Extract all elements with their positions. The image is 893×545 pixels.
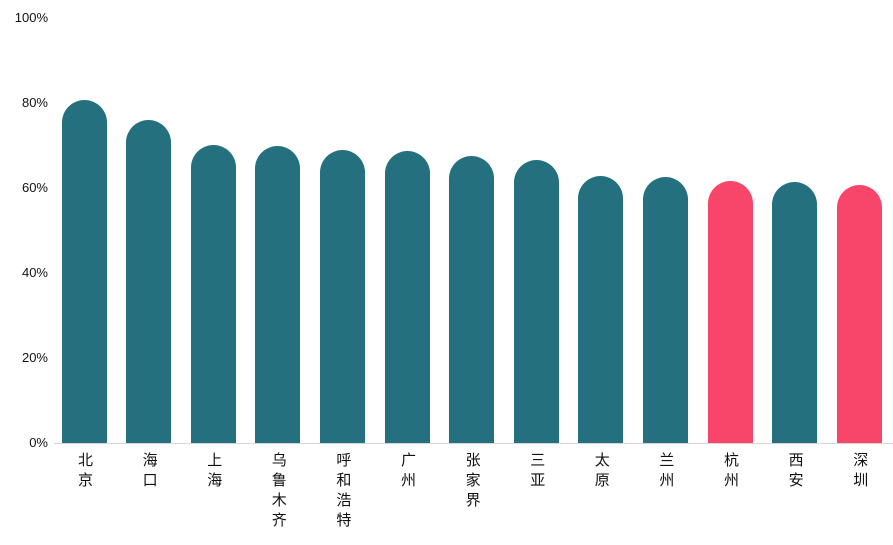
x-axis-label-兰州: 兰州 xyxy=(657,452,675,492)
bar-上海[interactable] xyxy=(190,144,236,443)
x-axis-label-乌鲁木齐: 乌鲁木齐 xyxy=(269,452,287,532)
y-axis-tick-label: 40% xyxy=(21,264,48,280)
y-axis-tick-label: 20% xyxy=(21,349,48,365)
x-axis-label-广州: 广州 xyxy=(399,452,416,492)
bar-兰州[interactable] xyxy=(642,176,688,443)
x-axis-label-呼和浩特: 呼和浩特 xyxy=(334,452,352,532)
x-axis-label-太原: 太原 xyxy=(592,452,610,492)
bar-三亚[interactable] xyxy=(513,160,559,443)
bar-西安[interactable] xyxy=(772,181,818,443)
x-axis-label-三亚: 三亚 xyxy=(528,452,546,492)
y-axis-tick-label: 60% xyxy=(21,179,48,195)
x-axis-label-深圳: 深圳 xyxy=(851,452,869,492)
bar-太原[interactable] xyxy=(578,175,624,443)
x-axis-label-海口: 海口 xyxy=(140,452,158,492)
x-axis-label-北京: 北京 xyxy=(76,452,93,492)
y-axis-tick-label: 80% xyxy=(21,94,48,110)
bar-张家界[interactable] xyxy=(449,155,495,443)
x-axis-line xyxy=(54,443,893,444)
y-axis-tick-label: 0% xyxy=(29,435,48,450)
bar-海口[interactable] xyxy=(126,119,172,443)
y-axis-tick-label: 100% xyxy=(14,9,48,25)
bar-呼和浩特[interactable] xyxy=(319,149,365,443)
x-axis-label-西安: 西安 xyxy=(786,452,804,492)
bar-北京[interactable] xyxy=(61,100,107,443)
x-axis-label-杭州: 杭州 xyxy=(722,452,739,492)
x-axis-label-张家界: 张家界 xyxy=(463,452,481,512)
x-axis-label-上海: 上海 xyxy=(205,452,223,492)
bar-深圳[interactable] xyxy=(836,184,882,443)
bar-杭州[interactable] xyxy=(707,180,753,443)
bar-乌鲁木齐[interactable] xyxy=(255,145,301,443)
bar-广州[interactable] xyxy=(384,150,430,443)
